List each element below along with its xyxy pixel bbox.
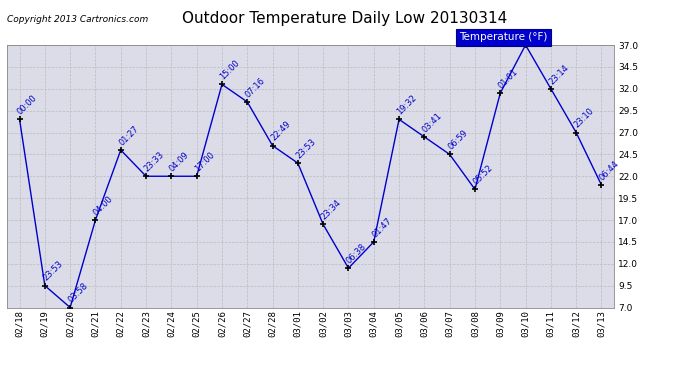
Point [469,186,480,192]
Text: 04:09: 04:09 [168,150,191,174]
Text: 01:01: 01:01 [497,67,520,90]
Text: 03:58: 03:58 [66,281,90,305]
Text: 23:34: 23:34 [319,198,343,222]
Text: 05:52: 05:52 [471,164,495,187]
Point [90,217,101,223]
Point [65,304,76,310]
Point [419,134,430,140]
Text: 06:38: 06:38 [345,242,368,266]
Point [343,265,354,271]
Text: 07:16: 07:16 [244,76,267,99]
Text: Outdoor Temperature Daily Low 20130314: Outdoor Temperature Daily Low 20130314 [182,11,508,26]
Point [444,152,455,157]
Point [571,129,582,135]
Text: 23:53: 23:53 [41,260,65,283]
Point [217,81,228,87]
Point [166,173,177,179]
Point [495,90,506,96]
Text: 01:27: 01:27 [117,124,140,147]
Text: 17:00: 17:00 [193,150,216,174]
Point [317,221,328,227]
Point [293,160,304,166]
Text: 23:14: 23:14 [547,63,571,86]
Point [267,142,278,148]
Text: 23:33: 23:33 [142,150,166,174]
Text: Temperature (°F): Temperature (°F) [460,32,548,42]
Text: 23:53: 23:53 [294,137,317,160]
Text: 15:00: 15:00 [218,58,241,82]
Point [520,42,531,48]
Point [393,116,404,122]
Text: 03:41: 03:41 [421,111,444,134]
Text: 01:47: 01:47 [370,216,393,239]
Point [141,173,152,179]
Text: 06:44: 06:44 [598,159,621,182]
Text: 19:32: 19:32 [395,93,419,117]
Point [115,147,126,153]
Text: 04:00: 04:00 [92,194,115,217]
Text: 06:59: 06:59 [446,128,469,152]
Point [191,173,202,179]
Text: 00:00: 00:00 [16,93,39,117]
Point [368,239,380,245]
Point [545,86,556,92]
Text: 22:49: 22:49 [269,120,292,143]
Text: 23:10: 23:10 [573,106,595,130]
Point [14,116,25,122]
Point [596,182,607,188]
Point [39,283,50,289]
Text: Copyright 2013 Cartronics.com: Copyright 2013 Cartronics.com [7,15,148,24]
Point [241,99,253,105]
